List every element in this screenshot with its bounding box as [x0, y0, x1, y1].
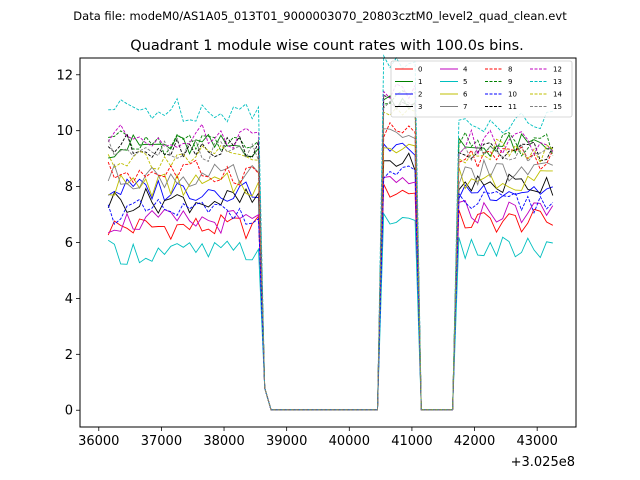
legend-label-12: 12 [553, 66, 562, 74]
legend-label-6: 6 [463, 91, 468, 99]
plot-area [80, 58, 576, 427]
y-tick-label: 0 [65, 404, 73, 419]
legend-label-5: 5 [463, 78, 467, 86]
legend-label-0: 0 [418, 66, 422, 74]
y-axis: 0 2 4 6 8 10 12 [56, 68, 80, 419]
series-line-15 [107, 99, 553, 411]
x-tick-label: 38000 [203, 434, 244, 449]
x-tick-label: 43000 [516, 434, 557, 449]
chart-title: Quadrant 1 module wise count rates with … [130, 38, 524, 54]
chart-supertitle: Data file: modeM0/AS1A05_013T01_90000030… [73, 9, 567, 23]
legend-label-1: 1 [418, 78, 422, 86]
series-line-8 [107, 121, 554, 411]
legend-label-7: 7 [463, 103, 467, 111]
y-tick-label: 12 [56, 68, 73, 83]
y-tick-label: 2 [65, 348, 73, 363]
series-line-12 [107, 83, 554, 411]
x-axis: 36000 37000 38000 39000 40000 41000 42000 43000 [78, 427, 558, 449]
series-line-13 [108, 54, 553, 411]
legend-label-11: 11 [508, 103, 517, 111]
x-tick-label: 39000 [266, 434, 307, 449]
x-tick-label: 42000 [454, 434, 495, 449]
x-tick-label: 36000 [78, 434, 119, 449]
legend-box [390, 60, 573, 118]
legend-label-14: 14 [553, 91, 562, 99]
legend-label-10: 10 [508, 91, 517, 99]
y-tick-label: 10 [56, 124, 73, 139]
x-tick-label: 37000 [141, 434, 182, 449]
series-layer [107, 54, 554, 411]
y-tick-label: 4 [65, 292, 73, 307]
legend-label-15: 15 [553, 103, 562, 111]
legend-label-9: 9 [508, 78, 512, 86]
legend-label-2: 2 [418, 91, 422, 99]
legend-label-4: 4 [463, 66, 468, 74]
x-offset-label: +3.025e8 [511, 455, 575, 470]
legend-label-8: 8 [508, 66, 512, 74]
x-tick-label: 41000 [391, 434, 432, 449]
legend-label-13: 13 [553, 78, 562, 86]
y-tick-label: 6 [65, 236, 73, 251]
legend-label-3: 3 [418, 103, 422, 111]
y-tick-label: 8 [65, 180, 73, 195]
x-tick-label: 40000 [329, 434, 370, 449]
